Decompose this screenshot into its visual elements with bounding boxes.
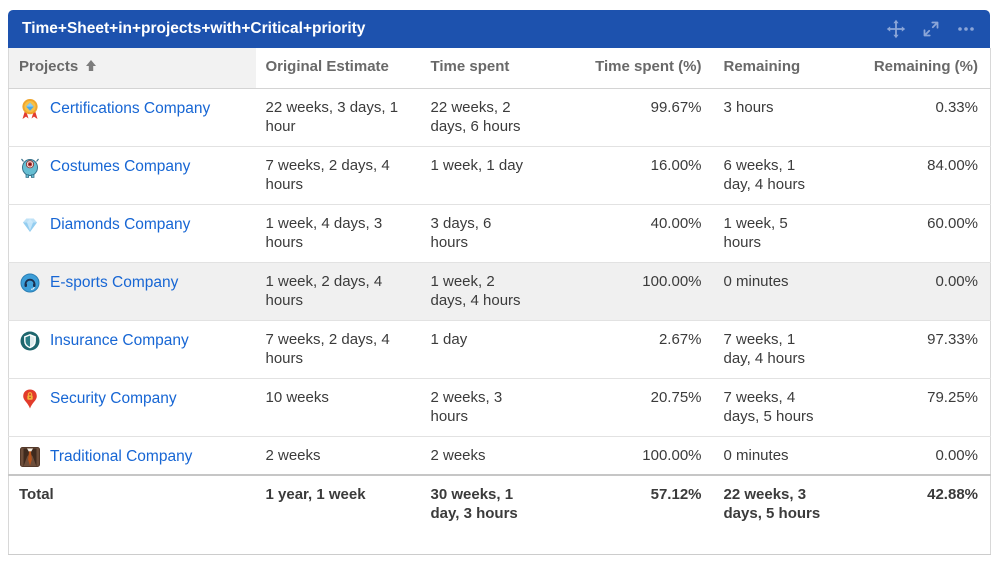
total-original-estimate: 1 year, 1 week	[255, 474, 421, 554]
table-total-row: Total 1 year, 1 week 30 weeks, 1 day, 3 …	[8, 474, 991, 554]
gadget-titlebar: Time+Sheet+in+projects+with+Critical+pri…	[8, 10, 990, 48]
column-header-original-estimate[interactable]: Original Estimate	[255, 48, 421, 89]
column-header-remaining-pct[interactable]: Remaining (%)	[855, 48, 991, 89]
project-link[interactable]: Costumes Company	[50, 158, 191, 175]
table-row-esports: E-sports Company 1 week, 2 days, 4 hours…	[8, 261, 991, 320]
sort-ascending-icon	[85, 58, 97, 77]
cell-time-spent-pct: 99.67%	[650, 98, 702, 116]
certifications-badge-icon	[19, 98, 41, 120]
cell-remaining-pct: 84.00%	[855, 145, 991, 204]
total-time-spent: 30 weeks, 1 day, 3 hours	[420, 474, 556, 554]
cell-remaining-pct: 0.00%	[855, 435, 991, 475]
cell-project: Diamonds Company	[8, 203, 256, 262]
diamond-icon	[19, 214, 41, 236]
table-row-diamonds: Diamonds Company 1 week, 4 days, 3 hours…	[8, 203, 991, 262]
cell-remaining-pct: 79.25%	[855, 377, 991, 436]
project-link[interactable]: Insurance Company	[50, 332, 189, 349]
column-header-time-spent-pct[interactable]: Time spent (%)	[555, 48, 714, 89]
cell-original-estimate: 7 weeks, 2 days, 4 hours	[255, 145, 421, 204]
project-link[interactable]: Certifications Company	[50, 100, 211, 117]
cell-project: Insurance Company	[8, 319, 256, 378]
move-icon[interactable]	[886, 19, 906, 39]
cell-remaining: 7 weeks, 1 day, 4 hours	[713, 319, 856, 378]
project-link[interactable]: Diamonds Company	[50, 216, 191, 233]
project-link[interactable]: Security Company	[50, 390, 177, 407]
cell-time-spent: 22 weeks, 2 days, 6 hours	[430, 98, 521, 135]
cell-remaining-pct: 0.00%	[855, 261, 991, 320]
cell-original-estimate: 1 week, 2 days, 4 hours	[255, 261, 421, 320]
total-remaining: 22 weeks, 3 days, 5 hours	[713, 474, 856, 554]
cell-original-estimate: 10 weeks	[255, 377, 421, 436]
costumes-monster-icon	[19, 156, 41, 178]
gadget-title: Time+Sheet+in+projects+with+Critical+pri…	[22, 20, 366, 37]
total-remaining-pct: 42.88%	[855, 474, 991, 554]
cell-remaining: 0 minutes	[713, 435, 856, 475]
esports-headset-icon	[19, 272, 41, 294]
cell-original-estimate: 2 weeks	[255, 435, 421, 475]
cell-time-spent-pct: 16.00%	[555, 145, 714, 204]
cell-original-estimate: 22 weeks, 3 days, 1 hour	[265, 98, 399, 135]
table-row-security: Security Company 10 weeks 2 weeks, 3 hou…	[8, 377, 991, 436]
cell-time-spent-pct: 100.00%	[555, 261, 714, 320]
cell-project: Traditional Company	[8, 435, 256, 475]
column-header-projects[interactable]: Projects	[8, 48, 256, 89]
table-row-insurance: Insurance Company 7 weeks, 2 days, 4 hou…	[8, 319, 991, 378]
security-pin-lock-icon	[19, 388, 41, 410]
cell-original-estimate: 1 week, 4 days, 3 hours	[255, 203, 421, 262]
column-header-remaining[interactable]: Remaining	[713, 48, 856, 89]
cell-remaining: 0 minutes	[713, 261, 856, 320]
cell-time-spent: 2 weeks, 3 hours	[420, 377, 556, 436]
expand-icon[interactable]	[921, 19, 941, 39]
timesheet-gadget: Time+Sheet+in+projects+with+Critical+pri…	[8, 10, 991, 555]
cell-project: Costumes Company	[8, 145, 256, 204]
table-header-row: Projects Original Estimate Time spent Ti…	[8, 48, 991, 89]
timesheet-table: Projects Original Estimate Time spent Ti…	[8, 48, 991, 555]
cell-time-spent-pct: 20.75%	[555, 377, 714, 436]
cell-remaining-pct: 97.33%	[855, 319, 991, 378]
titlebar-icons	[886, 19, 976, 39]
column-header-time-spent[interactable]: Time spent	[420, 48, 556, 89]
cell-project: Certifications Company	[9, 88, 256, 146]
table-row-certifications: Certifications Company 22 weeks, 3 days,…	[9, 88, 991, 146]
cell-remaining-pct: 0.33%	[935, 98, 978, 116]
cell-time-spent: 1 week, 1 day	[420, 145, 556, 204]
cell-time-spent-pct: 40.00%	[555, 203, 714, 262]
table-row-traditional: Traditional Company 2 weeks 2 weeks 100.…	[8, 435, 991, 475]
table-row-costumes: Costumes Company 7 weeks, 2 days, 4 hour…	[8, 145, 991, 204]
total-label: Total	[8, 474, 256, 554]
cell-time-spent-pct: 2.67%	[555, 319, 714, 378]
cell-remaining: 1 week, 5 hours	[713, 203, 856, 262]
cell-remaining: 6 weeks, 1 day, 4 hours	[713, 145, 856, 204]
project-link[interactable]: Traditional Company	[50, 448, 193, 465]
cell-remaining-pct: 60.00%	[855, 203, 991, 262]
cell-time-spent: 2 weeks	[420, 435, 556, 475]
cell-time-spent: 1 week, 2 days, 4 hours	[420, 261, 556, 320]
cell-remaining: 7 weeks, 4 days, 5 hours	[713, 377, 856, 436]
cell-time-spent-pct: 100.00%	[555, 435, 714, 475]
cell-project: E-sports Company	[8, 261, 256, 320]
cell-remaining: 3 hours	[723, 98, 774, 116]
cell-time-spent: 1 day	[420, 319, 556, 378]
more-options-icon[interactable]	[956, 19, 976, 39]
traditional-suit-icon	[19, 446, 41, 468]
cell-project: Security Company	[8, 377, 256, 436]
cell-time-spent: 3 days, 6 hours	[420, 203, 556, 262]
column-header-projects-label: Projects	[19, 58, 79, 75]
total-time-spent-pct: 57.12%	[555, 474, 714, 554]
insurance-shield-icon	[19, 330, 41, 352]
project-link[interactable]: E-sports Company	[50, 274, 179, 291]
cell-original-estimate: 7 weeks, 2 days, 4 hours	[255, 319, 421, 378]
